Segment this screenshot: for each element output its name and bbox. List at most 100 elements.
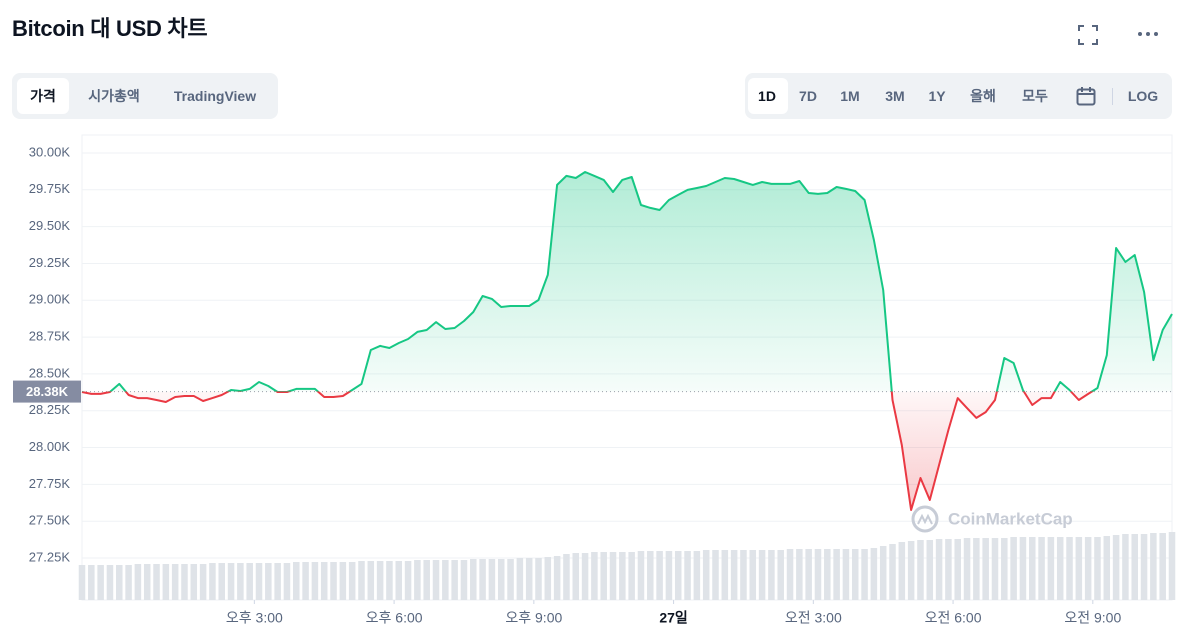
range-button[interactable]: 7D [799, 88, 817, 104]
volume-bar [507, 559, 514, 600]
volume-bar [861, 549, 868, 600]
volume-bar [88, 565, 95, 600]
range-button[interactable]: 올해 [970, 88, 996, 104]
volume-bar [199, 564, 207, 600]
volume-bar [376, 561, 384, 600]
volume-bar [879, 546, 887, 600]
volume-bar [181, 564, 188, 600]
separator [1112, 88, 1113, 105]
volume-bar [693, 551, 701, 600]
volume-bar [367, 561, 375, 600]
y-tick-label: 29.50K [29, 218, 71, 233]
tab[interactable]: 가격 [30, 88, 56, 104]
volume-bar [237, 563, 244, 600]
volume-bar [209, 563, 216, 600]
y-tick-label: 29.00K [29, 292, 71, 307]
x-tick-label: 오전 6:00 [925, 610, 982, 626]
volume-bar [497, 559, 505, 600]
volume-bar [1028, 537, 1036, 600]
range-button[interactable]: 모두 [1022, 88, 1048, 104]
volume-bar [665, 551, 673, 600]
log-button[interactable]: LOG [1127, 88, 1159, 104]
y-tick-label: 29.25K [29, 255, 71, 270]
y-tick-label: 28.00K [29, 439, 71, 454]
volume-bar [339, 562, 347, 600]
volume-bar [1001, 538, 1008, 600]
volume-bar [395, 561, 403, 600]
volume-bar [311, 562, 319, 600]
volume-bar [1112, 535, 1120, 600]
volume-bar [386, 561, 393, 600]
volume-bar [982, 538, 989, 600]
volume-bar [917, 540, 924, 600]
tab[interactable]: TradingView [173, 88, 257, 104]
x-tick-label: 오전 9:00 [1064, 610, 1121, 626]
volume-bar [768, 550, 775, 600]
volume-bar [609, 552, 617, 600]
volume-bar [106, 565, 114, 600]
volume-bar [945, 539, 952, 600]
y-tick-label: 27.25K [29, 549, 71, 564]
volume-bar [740, 550, 747, 600]
x-tick-label: 27일 [659, 610, 687, 626]
volume-bar [134, 564, 142, 600]
volume-bar [600, 552, 607, 600]
y-tick-label: 28.75K [29, 329, 71, 344]
volume-bar [255, 563, 263, 600]
y-tick-label: 29.75K [29, 181, 71, 196]
price-line [81, 171, 1173, 511]
range-button[interactable]: 1Y [928, 88, 946, 104]
range-button[interactable]: 3M [885, 88, 905, 104]
volume-bar [1075, 537, 1083, 600]
calendar-icon[interactable] [1076, 86, 1096, 106]
volume-bar [674, 551, 682, 600]
y-tick-label: 27.50K [29, 513, 71, 528]
volume-bar [78, 565, 86, 600]
tab[interactable]: 시가총액 [88, 88, 140, 104]
volume-bar [1159, 533, 1166, 600]
volume-bar [647, 551, 654, 600]
volume-bar [898, 542, 906, 600]
volume-bar [563, 554, 570, 600]
volume-bar [265, 563, 272, 600]
volume-bar [786, 549, 794, 600]
volume-bar [283, 563, 291, 600]
volume-bar [637, 551, 645, 600]
volume-bar [814, 549, 822, 600]
volume-bar [470, 559, 477, 600]
volume-bar [358, 561, 365, 600]
volume-bar [516, 558, 524, 600]
fullscreen-icon[interactable] [1077, 24, 1099, 46]
volume-bar [171, 564, 179, 600]
volume-bar [488, 559, 496, 600]
volume-bar [162, 564, 170, 600]
volume-bar [963, 538, 971, 600]
range-button[interactable]: 1M [840, 88, 860, 104]
volume-bar [1084, 537, 1092, 600]
watermark: CoinMarketCap [948, 509, 1073, 528]
volume-bar [1010, 537, 1017, 600]
volume-bar [1131, 534, 1138, 600]
volume-bar [302, 562, 309, 600]
volume-bar [1066, 537, 1073, 600]
watermark-logo [911, 505, 939, 533]
y-tick-label: 28.25K [29, 402, 71, 417]
x-tick-label: 오후 3:00 [226, 610, 283, 626]
volume-bar [330, 562, 337, 600]
volume-bar [758, 550, 766, 600]
volume-bar [870, 548, 878, 600]
volume-bar [432, 560, 440, 600]
range-button[interactable]: 1D [758, 88, 776, 104]
volume-bar [143, 564, 151, 600]
volume-bar [851, 549, 859, 600]
volume-bar [553, 556, 561, 600]
volume-bar [97, 565, 104, 600]
x-tick-label: 오후 6:00 [366, 610, 423, 626]
more-icon[interactable] [1136, 28, 1160, 40]
volume-bar [842, 549, 850, 600]
volume-bar [460, 560, 468, 600]
y-tick-label: 28.50K [29, 365, 71, 380]
volume-bar [153, 564, 160, 600]
volume-bar [777, 550, 784, 600]
